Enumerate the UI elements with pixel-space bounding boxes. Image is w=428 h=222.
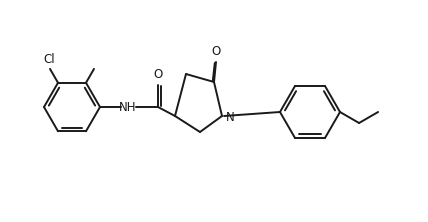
Text: NH: NH [119, 101, 137, 113]
Text: Cl: Cl [43, 53, 55, 66]
Text: O: O [153, 68, 163, 81]
Text: N: N [226, 111, 235, 123]
Text: O: O [211, 45, 220, 58]
